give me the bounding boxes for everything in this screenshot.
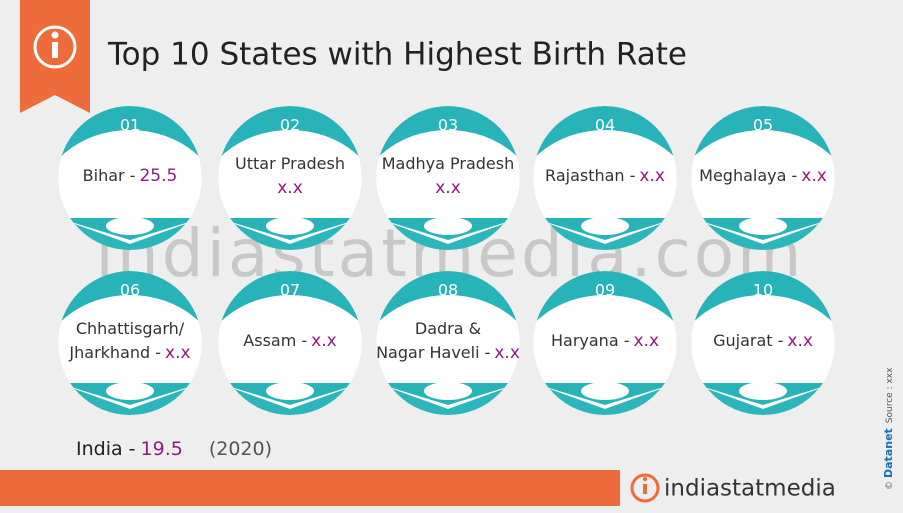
card-number: 09 [595, 281, 615, 300]
card-label: Jharkhand - [68, 343, 161, 362]
card-text: Jharkhand - x.x [68, 343, 190, 364]
card-number: 07 [280, 281, 300, 300]
card-label: Nagar Haveli - [376, 343, 490, 362]
card-label: Gujarat - [713, 331, 783, 350]
brand: Datanet [882, 428, 895, 478]
card-number: 01 [120, 116, 140, 135]
card-number: 04 [595, 116, 615, 135]
india-year: (2020) [209, 438, 272, 460]
card-label: Madhya Pradesh [382, 154, 515, 173]
card-value: x.x [633, 331, 659, 351]
card-value: x.x [639, 166, 665, 186]
card-number: 05 [753, 116, 773, 135]
card-value: x.x [165, 343, 191, 363]
info-icon-dot [51, 31, 59, 39]
state-map [266, 217, 314, 235]
card-value: x.x [435, 178, 461, 198]
card-label: Haryana - [551, 331, 630, 350]
card-text: Uttar Pradesh [235, 154, 345, 173]
state-map [581, 217, 629, 235]
card-text: Bihar -25.5 [83, 166, 178, 187]
logo-icon [630, 473, 660, 503]
footer-bar [0, 470, 620, 506]
state-map [266, 382, 314, 400]
card-label: Bihar - [83, 166, 136, 185]
card-text: Assam - x.x [243, 331, 336, 352]
card-number: 03 [438, 116, 458, 135]
card-text: Gujarat - x.x [713, 331, 813, 352]
card-text: Chhattisgarh/ [76, 319, 185, 338]
card-value: 25.5 [139, 166, 177, 186]
card-value: x.x [801, 166, 827, 186]
india-value: 19.5 [141, 438, 183, 460]
card-text: Rajasthan - x.x [545, 166, 665, 187]
card-text: Haryana - x.x [551, 331, 659, 352]
state-map [106, 382, 154, 400]
card-text: Madhya Pradesh [382, 154, 515, 173]
footer-logo: indiastatmedia [664, 476, 836, 502]
card-value: x.x [311, 331, 337, 351]
card-text: Nagar Haveli - x.x [376, 343, 520, 364]
card-text: Dadra & [415, 319, 481, 338]
card-label: Meghalaya - [699, 166, 797, 185]
logo-icon-dot [642, 476, 648, 482]
state-map [424, 217, 472, 235]
card-label: Dadra & [415, 319, 481, 338]
card-value: x.x [277, 178, 303, 198]
card-value: x.x [494, 343, 520, 363]
cards: 01 Bihar -25.5 02 Uttar Pradesh x.x 03 Madhya … [58, 106, 835, 415]
state-map [581, 382, 629, 400]
source: Source : xxx [885, 367, 895, 423]
title: Top 10 States with Highest Birth Rate [107, 37, 687, 73]
state-map [739, 217, 787, 235]
card-label: Chhattisgarh/ [76, 319, 185, 338]
info-icon-bar [52, 42, 58, 58]
state-map [739, 382, 787, 400]
copyright: © [885, 481, 895, 490]
logo-icon-bar [643, 484, 647, 494]
info-icon [33, 25, 77, 69]
card-value: x.x [787, 331, 813, 351]
card-label: Uttar Pradesh [235, 154, 345, 173]
state-map [106, 217, 154, 235]
card-text: Meghalaya - x.x [699, 166, 827, 187]
state-map [424, 382, 472, 400]
card-number: 08 [438, 281, 458, 300]
india-label: India - [76, 438, 136, 460]
card-label: Rajasthan - [545, 166, 635, 185]
card-number: 02 [280, 116, 300, 135]
card-label: Assam - [243, 331, 307, 350]
card-number: 10 [753, 281, 773, 300]
credits: © Datanet Source : xxx [882, 367, 895, 490]
card-number: 06 [120, 281, 140, 300]
india-summary: India -19.5 (2020) [76, 438, 272, 460]
